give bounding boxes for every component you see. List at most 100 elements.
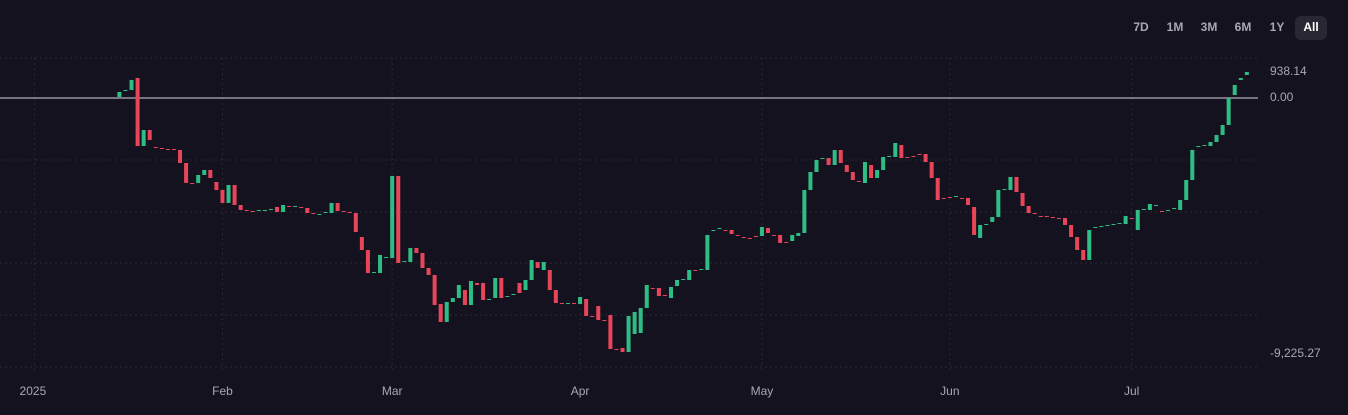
x-tick-label: May bbox=[751, 384, 774, 398]
range-button-bg bbox=[1295, 16, 1327, 40]
candle-body bbox=[656, 288, 661, 296]
candle-body bbox=[1129, 217, 1134, 219]
candle-body bbox=[953, 195, 958, 197]
candle-body bbox=[753, 235, 758, 238]
candle-body bbox=[511, 293, 516, 295]
candle-body bbox=[1190, 149, 1195, 180]
candle-body bbox=[669, 287, 674, 298]
candle-body bbox=[608, 315, 613, 349]
candle-body bbox=[311, 213, 316, 215]
candle-body bbox=[450, 297, 455, 302]
candle-body bbox=[1081, 249, 1086, 260]
candle-body bbox=[1026, 205, 1031, 214]
candle-body bbox=[784, 242, 789, 244]
candle-body bbox=[468, 280, 473, 305]
candle-body bbox=[220, 190, 225, 203]
candle-body bbox=[596, 305, 601, 320]
candle-body bbox=[1184, 179, 1189, 200]
x-tick-label: Feb bbox=[212, 384, 233, 398]
candle-body bbox=[244, 209, 249, 211]
candle-body bbox=[365, 249, 370, 273]
candle-body bbox=[772, 234, 777, 236]
candle-body bbox=[1056, 217, 1061, 219]
candle-body bbox=[1153, 204, 1158, 206]
range-button[interactable]: 7D bbox=[1133, 20, 1149, 34]
candle-body bbox=[602, 319, 607, 321]
x-tick-label: Apr bbox=[571, 384, 590, 398]
candle-body bbox=[196, 174, 201, 184]
range-button[interactable]: 6M bbox=[1235, 20, 1252, 34]
candle-body bbox=[996, 190, 1001, 218]
candle-body bbox=[493, 277, 498, 298]
candle-body bbox=[565, 302, 570, 304]
candle-body bbox=[208, 169, 213, 178]
candle-body bbox=[359, 237, 364, 250]
candle-body bbox=[675, 279, 680, 287]
candle-body bbox=[462, 290, 467, 305]
candle-body bbox=[1214, 134, 1219, 142]
candle-body bbox=[796, 232, 801, 236]
candle-body bbox=[1038, 216, 1043, 218]
candle-body bbox=[517, 282, 522, 294]
candle-body bbox=[268, 208, 273, 210]
candle-body bbox=[499, 277, 504, 298]
candle-body bbox=[978, 224, 983, 239]
candle-body bbox=[832, 149, 837, 166]
candle-body bbox=[135, 77, 140, 146]
candle-body bbox=[287, 205, 292, 207]
candle-body bbox=[759, 226, 764, 236]
x-tick-label: Jul bbox=[1124, 384, 1139, 398]
candle-body bbox=[141, 129, 146, 146]
candle-body bbox=[1099, 225, 1104, 227]
candle-body bbox=[1141, 208, 1146, 210]
candle-body bbox=[984, 223, 989, 225]
candle-body bbox=[171, 148, 176, 150]
candle-body bbox=[123, 90, 128, 92]
y-tick-label: 0.00 bbox=[1270, 90, 1294, 104]
candle-body bbox=[729, 229, 734, 234]
candle-body bbox=[341, 210, 346, 213]
candle-body bbox=[881, 156, 886, 170]
candle-body bbox=[202, 169, 207, 175]
candle-body bbox=[747, 238, 752, 240]
range-button[interactable]: 1Y bbox=[1270, 20, 1285, 34]
candle-body bbox=[1117, 222, 1122, 224]
candle-body bbox=[632, 312, 637, 334]
candle-body bbox=[1111, 223, 1116, 225]
candle-body bbox=[584, 298, 589, 317]
candle-body bbox=[408, 247, 413, 263]
candle-body bbox=[1105, 224, 1110, 226]
candle-body bbox=[559, 302, 564, 304]
candle-body bbox=[711, 229, 716, 231]
candle-body bbox=[735, 234, 740, 236]
candle-body bbox=[578, 296, 583, 304]
range-button[interactable]: 3M bbox=[1201, 20, 1218, 34]
candle-body bbox=[117, 91, 122, 97]
candle-body bbox=[159, 147, 164, 149]
candle-body bbox=[1075, 237, 1080, 250]
candle-body bbox=[699, 268, 704, 270]
candle-body bbox=[899, 144, 904, 158]
candle-body bbox=[1032, 213, 1037, 215]
candle-body bbox=[869, 165, 874, 178]
candle-body bbox=[250, 210, 255, 213]
candle-body bbox=[165, 148, 170, 150]
candle-body bbox=[317, 214, 322, 216]
candle-body bbox=[802, 190, 807, 233]
candle-body bbox=[687, 269, 692, 280]
range-button[interactable]: 1M bbox=[1167, 20, 1184, 34]
candle-body bbox=[808, 171, 813, 191]
candle-body bbox=[820, 157, 825, 159]
candle-body bbox=[1220, 124, 1225, 135]
candle-body bbox=[814, 159, 819, 172]
candle-body bbox=[614, 348, 619, 350]
candle-body bbox=[875, 169, 880, 178]
candle-body bbox=[456, 284, 461, 298]
candle-body bbox=[1050, 217, 1055, 219]
candle-body bbox=[1196, 145, 1201, 147]
range-button[interactable]: All bbox=[1303, 20, 1318, 34]
candle-body bbox=[826, 157, 831, 166]
candle-body bbox=[535, 262, 540, 269]
